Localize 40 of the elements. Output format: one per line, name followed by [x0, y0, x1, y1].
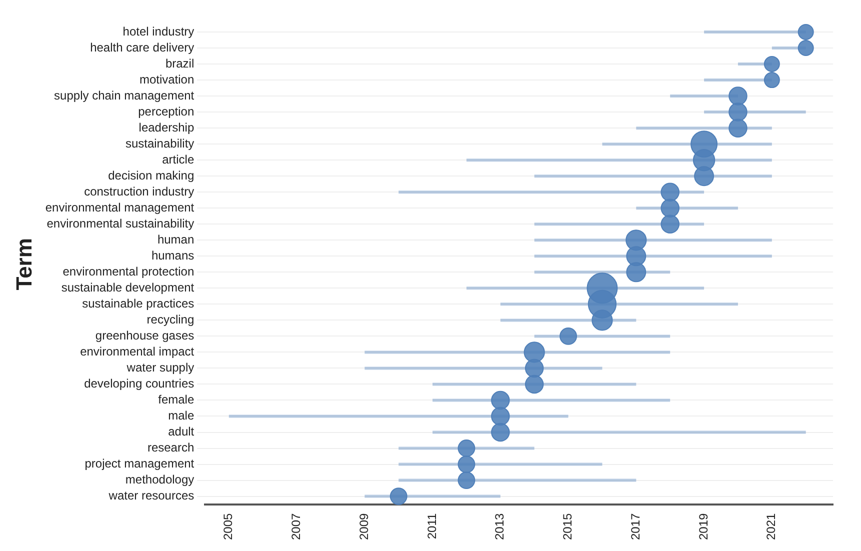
x-tick-label: 2005 [221, 512, 236, 540]
y-tick-label: environmental management [45, 200, 195, 214]
y-tick-label: female [158, 392, 194, 407]
y-tick-label: methodology [125, 472, 194, 487]
y-tick-label: humans [151, 248, 194, 262]
x-tick-label: 2019 [696, 512, 710, 540]
y-tick-label: motivation [139, 72, 194, 86]
x-tick-label: 2007 [289, 512, 304, 540]
y-tick-label: developing countries [84, 376, 194, 391]
y-tick-label: male [168, 408, 194, 423]
y-tick-label: brazil [165, 56, 194, 70]
x-tick-label: 2021 [764, 512, 778, 540]
y-tick-label: environmental sustainability [46, 216, 194, 230]
y-tick-label: adult [168, 424, 195, 439]
x-tick-label: 2009 [356, 512, 371, 540]
y-tick-label: project management [84, 456, 195, 471]
y-tick-label: sustainable practices [82, 296, 194, 310]
y-tick-label: perception [138, 104, 194, 118]
y-tick-label: sustainability [125, 136, 194, 150]
y-tick-label: leadership [138, 120, 194, 134]
y-tick-label: environmental protection [62, 264, 194, 278]
x-tick-label: 2013 [492, 512, 507, 540]
y-tick-label: health care delivery [90, 40, 194, 54]
y-tick-label: human [157, 232, 194, 246]
y-axis-title: Term [11, 238, 36, 290]
y-tick-label: water supply [126, 360, 194, 375]
y-tick-label: research [147, 440, 194, 455]
y-tick-label: greenhouse gases [95, 328, 194, 343]
y-tick-label: supply chain management [54, 88, 195, 102]
y-tick-label: water resources [108, 488, 194, 503]
y-tick-label: construction industry [84, 184, 194, 198]
y-tick-label: environmental impact [80, 344, 195, 359]
y-tick-label: decision making [108, 168, 194, 182]
y-tick-label: hotel industry [122, 24, 194, 38]
y-tick-label: sustainable development [61, 280, 195, 294]
x-tick-label: 2011 [424, 512, 439, 540]
y-tick-label: recycling [146, 312, 194, 326]
y-tick-label: article [162, 152, 194, 166]
x-tick-label: 2017 [628, 512, 642, 540]
x-tick-label: 2015 [560, 512, 575, 540]
